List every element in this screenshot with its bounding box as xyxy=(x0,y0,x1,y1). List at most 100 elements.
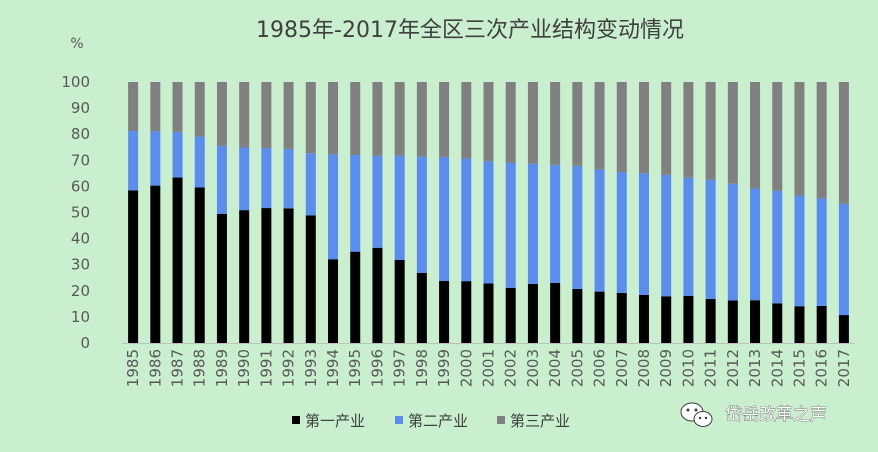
x-tick-label: 1987 xyxy=(169,349,187,387)
y-tick-label: 80 xyxy=(71,125,90,143)
bar-segment-series-3-1999 xyxy=(439,82,450,157)
x-axis-ticks: 1985 1986 1987 1988 1989 1990 1991 1992 1993 1994… xyxy=(124,349,853,387)
bar-segment-series-1-1997 xyxy=(394,260,405,343)
x-tick-label: 1997 xyxy=(391,349,409,387)
watermark: 岱岳改革之声 xyxy=(680,402,827,427)
x-tick-label: 1992 xyxy=(280,349,298,387)
bars-group xyxy=(128,82,849,343)
bar-segment-series-2-2017 xyxy=(838,203,849,316)
x-tick-label: 1995 xyxy=(346,349,364,387)
x-tick-label: 1985 xyxy=(124,349,142,387)
bar-segment-series-3-1986 xyxy=(150,82,161,132)
bar-segment-series-2-1986 xyxy=(150,131,161,186)
y-tick-label: 30 xyxy=(71,256,90,274)
x-tick-label: 2002 xyxy=(502,349,520,387)
bar-segment-series-1-1987 xyxy=(172,177,183,343)
bar-segment-series-3-2015 xyxy=(794,82,805,196)
bar-segment-series-1-1988 xyxy=(194,187,205,343)
bar-segment-series-1-1994 xyxy=(328,259,339,343)
legend-swatch xyxy=(292,416,300,424)
bar-segment-series-2-2006 xyxy=(594,169,605,292)
x-tick-label: 2004 xyxy=(546,349,564,387)
legend: 第一产业 第二产业 第三产业 xyxy=(292,412,570,430)
bar-segment-series-1-2010 xyxy=(683,296,694,343)
bar-segment-series-2-1997 xyxy=(394,155,405,260)
chart-title: 1985年-2017年全区三次产业结构变动情况 xyxy=(256,18,684,43)
bar-segment-series-3-1991 xyxy=(261,82,272,149)
bar-segment-series-3-1993 xyxy=(305,82,316,154)
x-tick-label: 2013 xyxy=(746,349,764,387)
bar-segment-series-1-2005 xyxy=(572,288,583,343)
bar-segment-series-1-1991 xyxy=(261,208,272,343)
bar-segment-series-2-1990 xyxy=(239,147,250,211)
x-tick-label: 1999 xyxy=(435,349,453,387)
legend-label: 第三产业 xyxy=(510,412,570,430)
bar-segment-series-2-2013 xyxy=(750,188,761,301)
bar-segment-series-3-2008 xyxy=(638,82,649,174)
legend-swatch xyxy=(395,416,403,424)
bar-segment-series-1-1998 xyxy=(416,272,427,343)
bar-segment-series-1-2016 xyxy=(816,305,827,343)
x-tick-label: 2011 xyxy=(702,349,720,387)
bar-segment-series-3-2005 xyxy=(572,82,583,166)
bar-segment-series-1-2012 xyxy=(727,300,738,343)
bar-segment-series-1-2014 xyxy=(772,303,783,343)
bar-segment-series-2-1999 xyxy=(439,156,450,281)
bar-segment-series-2-2015 xyxy=(794,195,805,307)
bar-segment-series-1-1990 xyxy=(239,210,250,343)
bar-segment-series-1-1999 xyxy=(439,280,450,343)
y-tick-label: 100 xyxy=(61,73,90,91)
bar-segment-series-3-2006 xyxy=(594,82,605,170)
x-tick-label: 2015 xyxy=(790,349,808,387)
x-tick-label: 1988 xyxy=(191,349,209,387)
y-tick-label: 40 xyxy=(71,230,90,248)
legend-label: 第一产业 xyxy=(305,412,365,430)
bar-segment-series-3-1997 xyxy=(394,82,405,156)
bar-segment-series-2-2000 xyxy=(461,158,472,282)
bar-segment-series-2-2016 xyxy=(816,198,827,306)
bar-segment-series-1-2004 xyxy=(550,282,561,343)
bar-segment-series-3-2016 xyxy=(816,82,827,199)
bar-segment-series-2-1989 xyxy=(216,145,227,214)
y-tick-label: 50 xyxy=(71,204,90,222)
bar-segment-series-2-2011 xyxy=(705,179,716,299)
bar-segment-series-2-1985 xyxy=(128,131,139,191)
bar-segment-series-3-2017 xyxy=(838,82,849,204)
bar-segment-series-1-2013 xyxy=(750,300,761,343)
bar-segment-series-2-1987 xyxy=(172,131,183,178)
bar-segment-series-3-1990 xyxy=(239,82,250,148)
bar-segment-series-2-2002 xyxy=(505,162,516,288)
bar-segment-series-3-2004 xyxy=(550,82,561,165)
bar-segment-series-1-2003 xyxy=(527,284,538,343)
bar-segment-series-2-2008 xyxy=(638,173,649,295)
x-tick-label: 2005 xyxy=(568,349,586,387)
legend-label: 第二产业 xyxy=(408,412,468,430)
wechat-icon xyxy=(680,402,713,427)
bar-segment-series-2-1993 xyxy=(305,153,316,216)
bar-segment-series-3-1996 xyxy=(372,82,383,156)
bar-segment-series-3-2012 xyxy=(727,82,738,184)
x-tick-label: 2003 xyxy=(524,349,542,387)
x-tick-label: 2009 xyxy=(657,349,675,387)
bar-segment-series-1-2006 xyxy=(594,291,605,343)
x-tick-label: 2017 xyxy=(835,349,853,387)
bar-segment-series-3-2013 xyxy=(750,82,761,189)
bar-segment-series-1-2008 xyxy=(638,294,649,343)
x-tick-label: 1996 xyxy=(368,349,386,387)
bar-segment-series-2-1998 xyxy=(416,156,427,273)
y-tick-label: 90 xyxy=(71,99,90,117)
bar-segment-series-3-2011 xyxy=(705,82,716,180)
bar-segment-series-2-2005 xyxy=(572,165,583,289)
bar-segment-series-2-2007 xyxy=(616,172,627,293)
bar-segment-series-2-1992 xyxy=(283,148,294,209)
bar-segment-series-2-2012 xyxy=(727,183,738,301)
bar-segment-series-2-2003 xyxy=(527,163,538,285)
bar-segment-series-1-1995 xyxy=(350,251,361,343)
x-tick-label: 2008 xyxy=(635,349,653,387)
bar-segment-series-2-1996 xyxy=(372,155,383,248)
y-axis-ticks: 0 10 20 30 40 50 60 70 80 90 100 xyxy=(61,73,90,352)
x-tick-label: 1986 xyxy=(146,349,164,387)
y-axis-unit: % xyxy=(70,36,83,52)
bar-segment-series-1-1985 xyxy=(128,190,139,343)
